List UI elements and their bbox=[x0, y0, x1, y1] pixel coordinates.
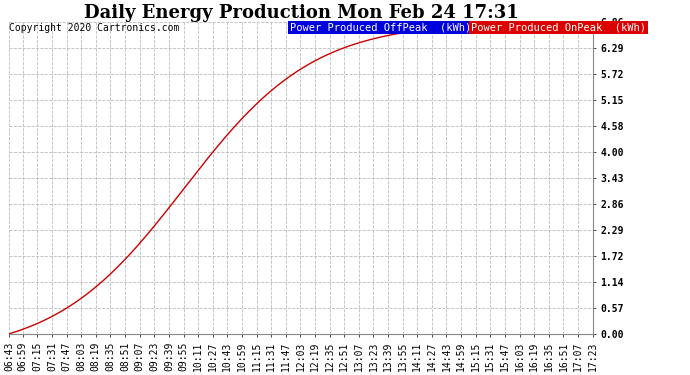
Text: Power Produced OnPeak  (kWh): Power Produced OnPeak (kWh) bbox=[471, 23, 646, 33]
Text: Copyright 2020 Cartronics.com: Copyright 2020 Cartronics.com bbox=[9, 23, 179, 33]
Title: Daily Energy Production Mon Feb 24 17:31: Daily Energy Production Mon Feb 24 17:31 bbox=[83, 4, 518, 22]
Text: Power Produced OffPeak  (kWh): Power Produced OffPeak (kWh) bbox=[290, 23, 471, 33]
